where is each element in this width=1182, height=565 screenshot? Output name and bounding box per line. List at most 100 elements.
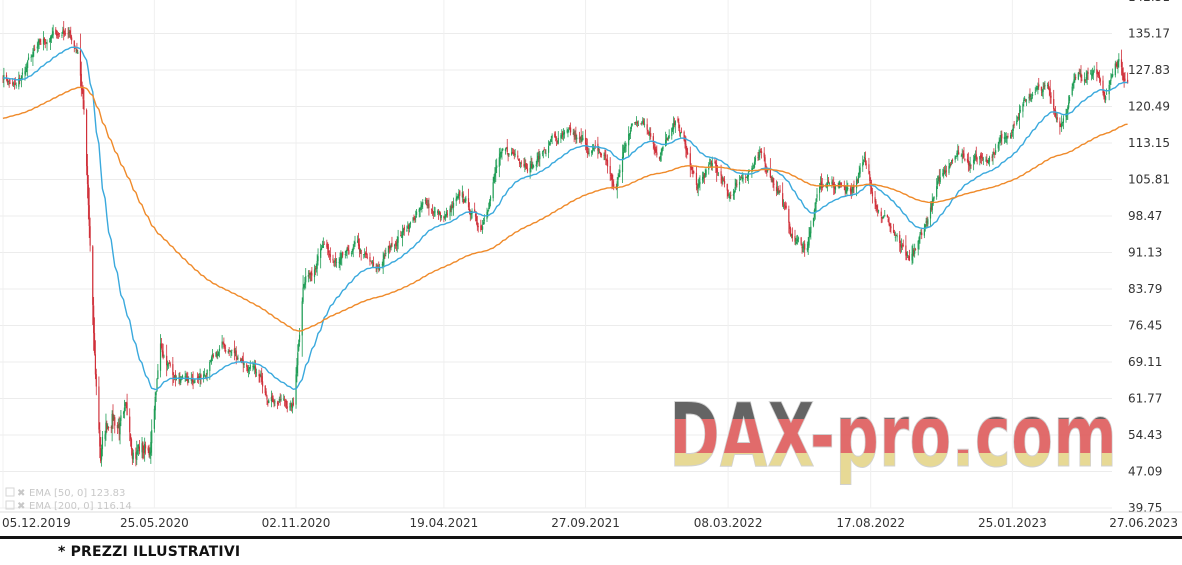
candle-body: [740, 177, 742, 179]
candle-body: [753, 165, 755, 167]
candle-body: [229, 350, 231, 352]
candle-body: [880, 211, 882, 217]
candle-body: [513, 152, 515, 154]
candle-body: [231, 350, 233, 352]
candle-body: [778, 191, 780, 194]
candle-body: [1001, 133, 1003, 139]
candle-body: [364, 252, 367, 255]
candle-body: [863, 160, 865, 162]
candle-body: [1073, 79, 1075, 83]
candle-body: [126, 402, 128, 416]
candle-body: [760, 150, 762, 152]
candle-body: [1018, 112, 1020, 121]
candle-body: [309, 272, 311, 276]
candle-body: [268, 400, 270, 403]
candle-body: [292, 402, 294, 405]
candle-body: [562, 133, 565, 135]
candle-body: [67, 33, 69, 35]
candle-body: [431, 209, 434, 212]
candle-body: [868, 164, 870, 174]
candle-body: [900, 243, 902, 247]
candle-body: [599, 152, 601, 154]
candle-body: [401, 236, 403, 238]
candle-body: [1072, 83, 1074, 86]
candle-body: [932, 198, 934, 205]
candle-body: [826, 182, 829, 188]
candle-body: [997, 144, 999, 149]
candle-body: [432, 211, 434, 214]
candle-body: [966, 158, 969, 162]
candle-body: [856, 179, 859, 182]
candle-body: [100, 448, 102, 462]
candle-body: [652, 136, 654, 144]
candle-body: [911, 253, 913, 261]
legend-remove-icon[interactable]: ✖: [17, 501, 25, 512]
candle-body: [716, 164, 718, 173]
candle-body: [470, 212, 472, 215]
candle-body: [8, 79, 10, 82]
candle-body: [369, 256, 371, 262]
legend-checkbox[interactable]: [5, 500, 15, 510]
y-tick-label: 69.11: [1128, 355, 1162, 369]
y-tick-label: 39.75: [1128, 501, 1162, 515]
candle-body: [955, 156, 957, 158]
candle-body: [161, 349, 163, 353]
candle-body: [942, 172, 944, 176]
candle-body: [241, 357, 243, 362]
candle-body: [802, 247, 804, 249]
candle-body: [980, 155, 983, 158]
candle-body: [541, 152, 544, 154]
candle-body: [163, 356, 165, 358]
candle-body: [532, 164, 534, 169]
candle-body: [919, 234, 921, 240]
candle-body: [105, 422, 107, 435]
candle-body: [563, 131, 566, 135]
candle-body: [850, 189, 852, 193]
candle-body: [334, 260, 336, 263]
candle-body: [439, 212, 441, 217]
candle-body: [108, 427, 110, 429]
candle-body: [438, 211, 441, 215]
candle-body: [709, 162, 712, 164]
y-tick-label: 54.43: [1128, 428, 1162, 442]
candle-body: [562, 132, 564, 136]
candle-body: [988, 160, 990, 164]
candle-body: [789, 223, 791, 229]
candle-body: [205, 374, 207, 376]
candle-body: [623, 147, 625, 152]
candle-body: [289, 406, 291, 408]
candle-body: [964, 159, 966, 161]
candle-body: [185, 376, 187, 378]
candle-body: [253, 367, 255, 368]
candle-body: [382, 259, 384, 266]
candle-body: [906, 254, 908, 256]
candle-body: [391, 242, 393, 247]
candle-body: [1010, 135, 1012, 139]
candle-body: [951, 159, 954, 161]
candle-body: [662, 146, 664, 150]
candle-body: [427, 205, 429, 207]
legend-checkbox[interactable]: [5, 487, 15, 497]
candle-body: [365, 252, 368, 255]
candle-body: [606, 159, 608, 162]
candle-body: [406, 229, 408, 231]
candle-body: [76, 48, 78, 52]
candle-body: [930, 206, 932, 210]
price-chart[interactable]: DAX-pro.com 39.75 47.09 54.43 61.77 69.11 76.…: [0, 0, 1182, 540]
candle-body: [481, 229, 483, 230]
legend-remove-icon[interactable]: ✖: [17, 488, 25, 499]
candle-body: [1024, 99, 1027, 101]
y-tick-label: 83.79: [1128, 282, 1162, 296]
candle-body: [131, 448, 133, 459]
candle-body: [782, 193, 784, 206]
footer-note: * PREZZI ILLUSTRATIVI: [58, 544, 241, 560]
candle-body: [153, 408, 155, 429]
candle-body: [119, 422, 121, 435]
candle-body: [987, 162, 989, 163]
candle-body: [104, 434, 106, 439]
candle-body: [209, 361, 211, 371]
candle-body: [328, 253, 331, 256]
candle-body: [945, 170, 947, 172]
candle-body: [12, 82, 14, 85]
candle-body: [1114, 63, 1116, 76]
